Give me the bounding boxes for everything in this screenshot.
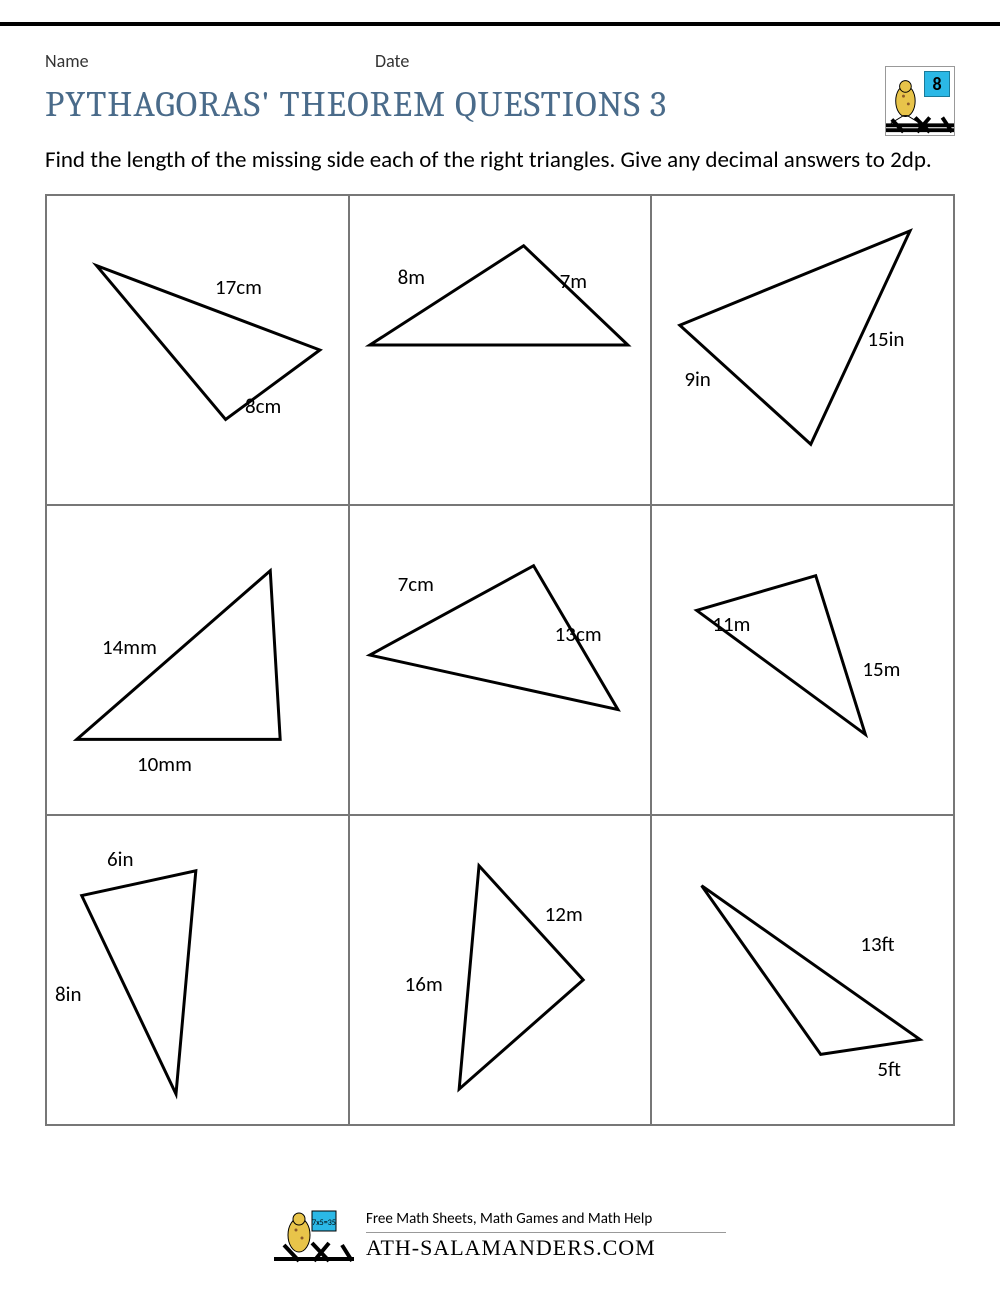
grade-number: 8 — [924, 71, 950, 97]
footer-text: Free Math Sheets, Math Games and Math He… — [366, 1210, 726, 1261]
grade-badge: 8 — [885, 66, 955, 136]
triangle-cell: 17cm 8cm — [46, 195, 349, 505]
side-label: 7cm — [398, 571, 434, 597]
side-label: 13cm — [555, 621, 602, 647]
footer: 7x5=35 Free Math Sheets, Math Games and … — [0, 1205, 1000, 1270]
side-label: 15in — [867, 326, 904, 352]
side-label: 12m — [545, 901, 583, 927]
triangle-cell: 14mm 10mm — [46, 505, 349, 815]
side-label: 16m — [405, 971, 443, 997]
side-label: 7m — [560, 268, 587, 294]
header-row: Name Date — [45, 50, 955, 72]
side-label: 11m — [712, 611, 750, 637]
side-label: 17cm — [215, 274, 262, 300]
footer-logo-icon: 7x5=35 — [274, 1205, 354, 1265]
side-label: 5ft — [877, 1056, 901, 1082]
triangle-diagram — [350, 506, 651, 814]
triangle-diagram — [47, 816, 348, 1124]
side-label: 8cm — [245, 393, 281, 419]
side-label: 14mm — [102, 634, 157, 660]
triangle-cell: 6in 8in — [46, 815, 349, 1125]
instructions-text: Find the length of the missing side each… — [45, 144, 955, 176]
name-label: Name — [45, 50, 375, 72]
triangle-cell: 7cm 13cm — [349, 505, 652, 815]
triangle-diagram — [350, 816, 651, 1124]
triangle-cell: 8m 7m — [349, 195, 652, 505]
side-label: 13ft — [860, 931, 894, 957]
side-label: 9in — [684, 366, 711, 392]
side-label: 15m — [862, 656, 900, 682]
footer-site: ATH-SALAMANDERS.COM — [366, 1235, 726, 1261]
footer-tagline: Free Math Sheets, Math Games and Math He… — [366, 1210, 726, 1233]
triangle-cell: 9in 15in — [651, 195, 954, 505]
top-border — [0, 22, 1000, 26]
side-label: 10mm — [137, 751, 192, 777]
triangle-cell: 16m 12m — [349, 815, 652, 1125]
triangle-cell: 11m 15m — [651, 505, 954, 815]
triangle-diagram — [652, 506, 953, 814]
worksheet-page: Name Date PYTHAGORAS' THEOREM QUESTIONS … — [45, 50, 955, 1126]
title-row: PYTHAGORAS' THEOREM QUESTIONS 3 8 — [45, 84, 955, 136]
triangle-cell: 13ft 5ft — [651, 815, 954, 1125]
page-title: PYTHAGORAS' THEOREM QUESTIONS 3 — [45, 84, 667, 125]
date-label: Date — [375, 50, 409, 72]
triangle-diagram — [350, 196, 651, 504]
side-label: 8m — [398, 264, 425, 290]
side-label: 8in — [55, 981, 82, 1007]
triangle-grid: 17cm 8cm 8m 7m 9in 15in 14mm 10mm 7cm 13cm 11m 15m 6… — [45, 194, 955, 1126]
triangle-diagram — [652, 196, 953, 504]
triangle-diagram — [47, 506, 348, 814]
triangle-diagram — [47, 196, 348, 504]
side-label: 6in — [107, 846, 134, 872]
triangle-diagram — [652, 816, 953, 1124]
svg-text:7x5=35: 7x5=35 — [312, 1218, 336, 1228]
